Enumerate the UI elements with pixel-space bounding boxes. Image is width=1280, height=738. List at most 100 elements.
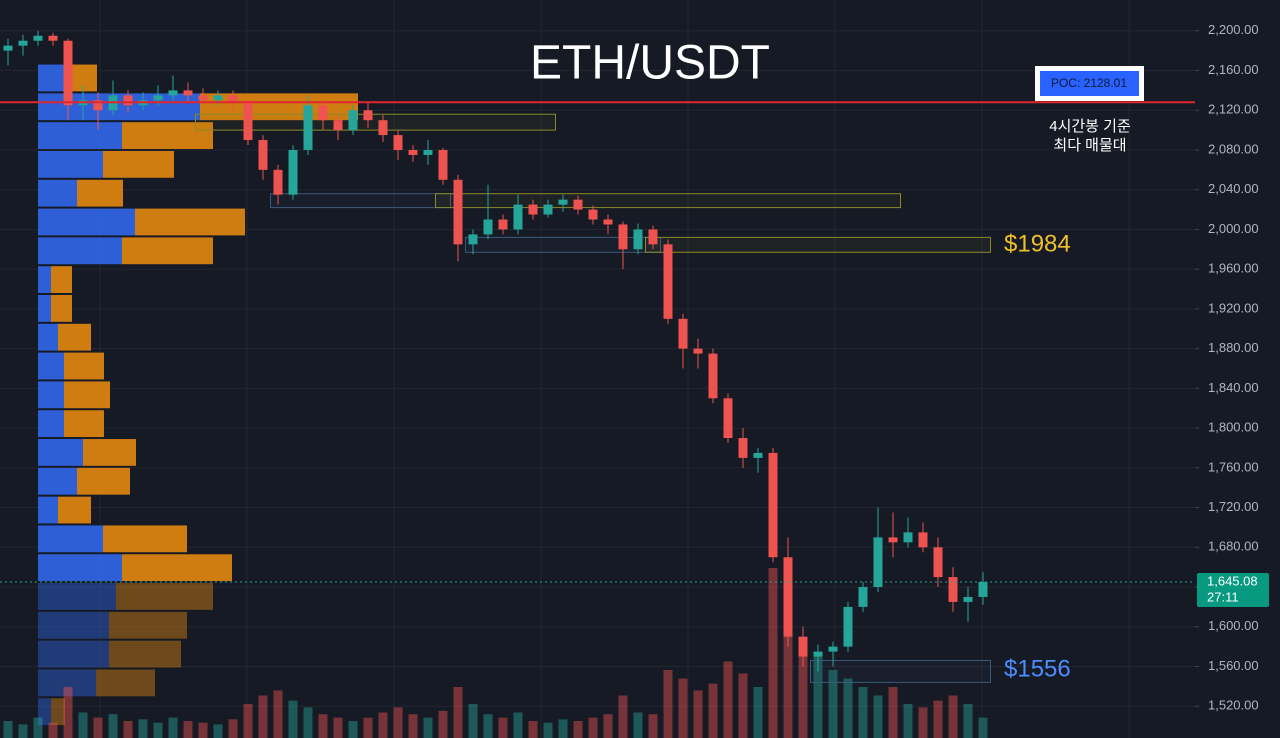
candle-body: [378, 120, 388, 136]
volume-bar: [333, 717, 343, 738]
profile-bar: [38, 583, 116, 610]
candle-body: [723, 398, 733, 439]
plot: [0, 30, 1195, 738]
volume-bar: [453, 687, 463, 738]
price-axis: 1,520.001,560.001,600.001,640.001,680.00…: [1195, 22, 1269, 713]
volume-bar: [888, 687, 898, 738]
volume-bar: [948, 695, 958, 738]
volume-bar: [933, 700, 943, 738]
y-tick-label: 1,800.00: [1208, 420, 1259, 435]
y-tick-label: 1,880.00: [1208, 340, 1259, 355]
volume-bar: [768, 568, 778, 738]
y-tick-label: 2,120.00: [1208, 102, 1259, 117]
y-tick-label: 1,600.00: [1208, 618, 1259, 633]
candle-body: [588, 209, 598, 220]
profile-bar: [122, 237, 213, 265]
candle-body: [783, 557, 793, 637]
countdown-label: 27:11: [1207, 589, 1239, 604]
volume-bar: [138, 719, 148, 738]
volume-bar: [123, 721, 133, 738]
volume-bar: [168, 717, 178, 738]
zone: [465, 236, 661, 253]
volume-bar: [183, 721, 193, 738]
y-tick-label: 2,080.00: [1208, 141, 1259, 156]
volume-bar: [558, 719, 568, 738]
volume-bar: [543, 722, 553, 738]
annotation: $1984: [1004, 230, 1071, 257]
candle-body: [963, 596, 973, 602]
profile-bar: [38, 352, 64, 380]
volume-bar: [153, 722, 163, 738]
candle-body: [633, 229, 643, 250]
candle-body: [213, 95, 223, 101]
profile-bar: [38, 179, 77, 207]
volume-bar: [438, 710, 448, 738]
volume-bar: [723, 661, 733, 738]
volume-bar: [828, 670, 838, 738]
poc-label: POC: 2128.01: [1051, 76, 1127, 90]
volume-bar: [573, 721, 583, 738]
candle-body: [93, 100, 103, 111]
candle-body: [288, 149, 298, 195]
volume-bar: [483, 714, 493, 738]
poc-note: 최다 매물대: [1053, 137, 1126, 154]
candle-body: [648, 229, 658, 245]
candle-body: [528, 204, 538, 215]
volume-bar: [258, 695, 268, 738]
candle-body: [63, 40, 73, 106]
profile-bar: [38, 295, 51, 322]
candle-body: [753, 452, 763, 458]
volume-bar: [603, 714, 613, 738]
volume-bar: [228, 719, 238, 738]
candle-body: [183, 90, 193, 96]
profile-bar: [51, 266, 72, 294]
candle-body: [198, 95, 208, 101]
y-tick-label: 2,040.00: [1208, 181, 1259, 196]
candle-body: [168, 90, 178, 96]
candle-body: [363, 110, 373, 121]
profile-bar: [38, 611, 109, 639]
profile-bar: [96, 669, 155, 697]
profile-bar: [64, 410, 104, 438]
volume-bar: [108, 714, 118, 738]
y-tick-label: 1,920.00: [1208, 300, 1259, 315]
y-tick-label: 1,840.00: [1208, 380, 1259, 395]
volume-bar: [468, 704, 478, 738]
candle-body: [483, 219, 493, 235]
volume-bar: [93, 717, 103, 738]
candle-body: [573, 199, 583, 210]
volume-bar: [393, 707, 403, 738]
volume-bar: [198, 722, 208, 738]
candle-body: [933, 547, 943, 578]
zone: [645, 236, 991, 253]
y-tick-label: 1,520.00: [1208, 698, 1259, 713]
profile-bar: [38, 525, 103, 553]
zone: [195, 113, 556, 131]
volume-bar: [363, 717, 373, 738]
candle-body: [858, 587, 868, 607]
profile-bar: [77, 467, 130, 495]
profile-bar: [58, 323, 91, 351]
candle-body: [888, 537, 898, 543]
volume-bar: [633, 712, 643, 738]
poc-callout: POC: 2128.01 4시간봉 기준 최다 매물대: [1035, 66, 1144, 154]
candle-body: [828, 646, 838, 652]
candle-body: [258, 140, 268, 170]
candle-body: [438, 149, 448, 180]
volume-bar: [303, 707, 313, 738]
candle-body: [393, 135, 403, 150]
profile-bar: [38, 208, 135, 236]
poc-note: 4시간봉 기준: [1049, 118, 1131, 135]
y-tick-label: 1,560.00: [1208, 658, 1259, 673]
candle-body: [153, 95, 163, 101]
candle-body: [618, 224, 628, 250]
volume-bar: [753, 687, 763, 738]
candle-body: [663, 244, 673, 319]
volume-bar: [798, 644, 808, 738]
profile-bar: [103, 150, 174, 178]
candle-body: [408, 149, 418, 155]
y-tick-label: 1,960.00: [1208, 261, 1259, 276]
profile-bar: [38, 439, 83, 466]
profile-bar: [64, 352, 104, 380]
zone: [810, 660, 991, 683]
